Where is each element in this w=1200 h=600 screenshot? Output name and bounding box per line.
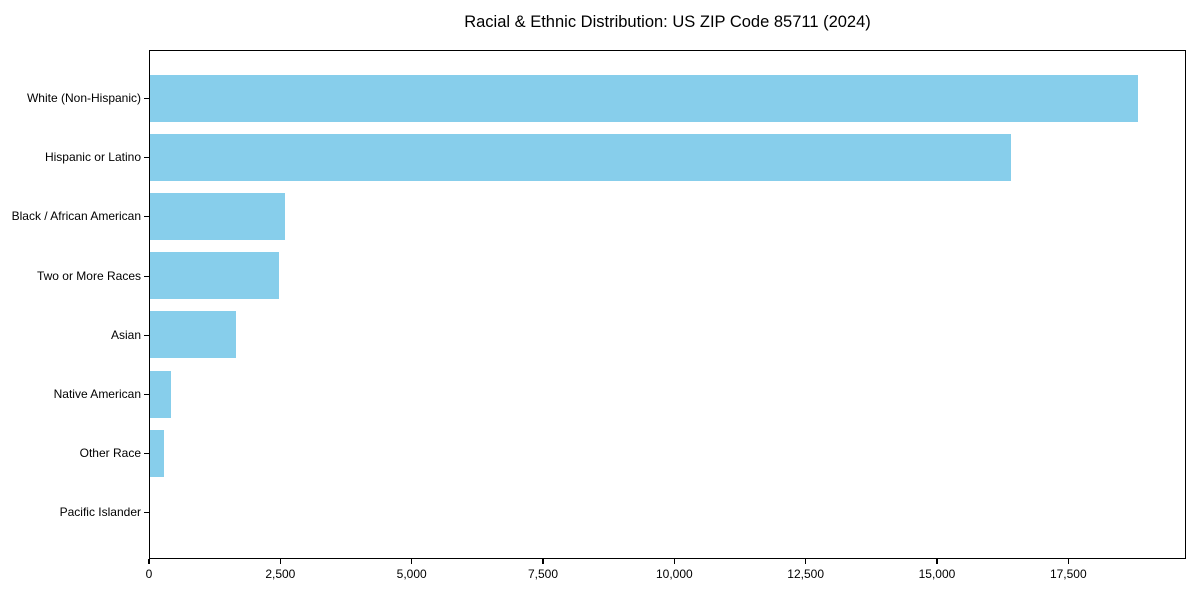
bar-black-african-american [150, 192, 285, 240]
x-tick-mark [805, 559, 807, 564]
y-tick-label-black-african-american: Black / African American [11, 209, 141, 224]
x-tick-label-15000: 15,000 [918, 567, 956, 581]
x-tick-label-2500: 2,500 [265, 567, 296, 581]
x-tick-mark [279, 559, 281, 564]
y-tick-label-pacific-islander: Pacific Islander [59, 505, 141, 520]
x-tick-label-10000: 10,000 [655, 567, 693, 581]
bar-other-race [150, 429, 164, 477]
x-tick-mark [411, 559, 413, 564]
bar-two-or-more-races [150, 252, 280, 300]
y-tick-label-other-race: Other Race [79, 446, 141, 461]
x-tick-mark [542, 559, 544, 564]
x-tick-label-5000: 5,000 [396, 567, 427, 581]
bar-asian [150, 311, 237, 359]
chart-title: Racial & Ethnic Distribution: US ZIP Cod… [464, 13, 871, 31]
y-tick-label-asian: Asian [110, 327, 141, 342]
bar-native-american [150, 370, 171, 418]
x-tick-mark [1067, 559, 1069, 564]
x-tick-label-17500: 17,500 [1049, 567, 1087, 581]
y-tick-label-two-or-more-races: Two or More Races [36, 268, 141, 283]
x-tick-label-0: 0 [145, 567, 153, 581]
x-tick-label-7500: 7,500 [527, 567, 558, 581]
y-tick-label-white-non-hispanic: White (Non-Hispanic) [26, 91, 141, 105]
y-tick-label-native-american: Native American [53, 387, 141, 401]
x-tick-mark [673, 559, 675, 564]
x-tick-mark [936, 559, 938, 564]
plot-area [149, 50, 1186, 559]
bar-hispanic-or-latino [150, 133, 1011, 181]
x-tick-mark [148, 559, 150, 564]
bar-white-non-hispanic [150, 74, 1138, 122]
y-tick-label-hispanic-or-latino: Hispanic or Latino [44, 150, 141, 165]
x-tick-label-12500: 12,500 [787, 567, 824, 581]
